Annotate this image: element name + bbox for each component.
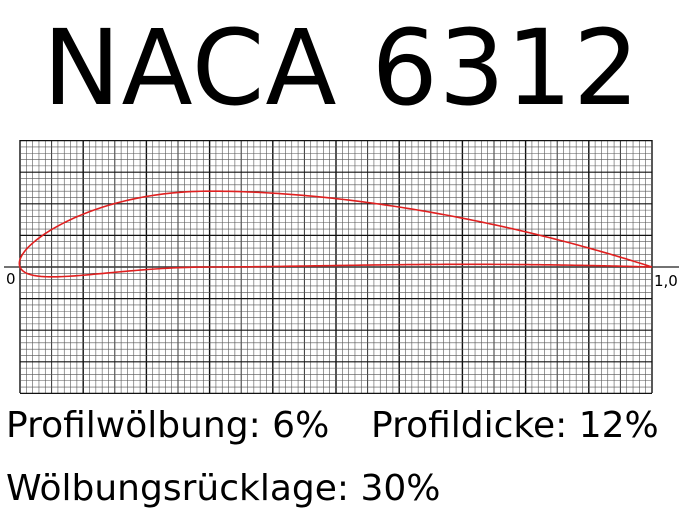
camber-label: Profilwölbung: 6% — [6, 405, 330, 446]
thickness-label: Profildicke: 12% — [371, 405, 659, 446]
camber-position-label: Wölbungsrücklage: 30% — [6, 468, 441, 509]
end-label: 1,0 — [654, 272, 678, 290]
origin-label: 0 — [6, 270, 16, 288]
airfoil-outline — [18, 190, 653, 278]
page-title: NACA 6312 — [42, 7, 641, 129]
